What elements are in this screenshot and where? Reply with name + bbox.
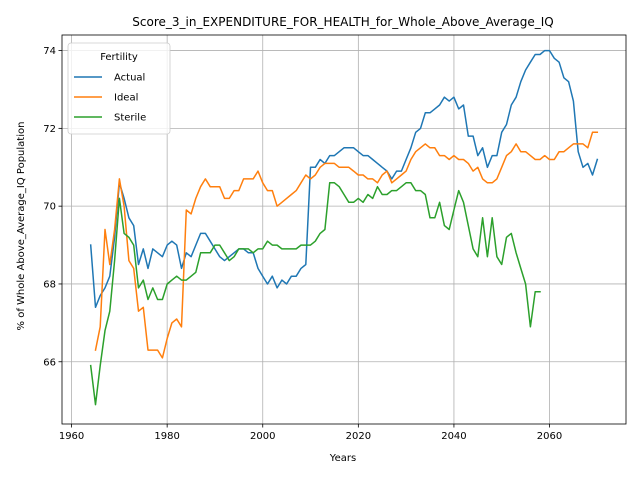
series-line-actual	[89, 49, 599, 309]
legend-label-ideal: Ideal	[114, 93, 138, 104]
legend-title: Fertility	[100, 52, 138, 63]
y-axis: 66 68 70 72 74	[43, 46, 62, 368]
series-line-sterile	[89, 182, 541, 406]
x-tick-label: 2000	[250, 431, 275, 442]
x-tick-label: 2040	[441, 431, 466, 442]
y-tick-label: 68	[43, 279, 56, 290]
plot-frame	[61, 34, 627, 425]
chart-title: Score_3_in_EXPENDITURE_FOR_HEALTH_for_Wh…	[132, 15, 553, 29]
y-tick-label: 74	[43, 46, 56, 57]
y-tick-label: 66	[43, 357, 56, 368]
x-axis-label: Years	[329, 453, 356, 464]
y-tick-label: 72	[43, 124, 56, 135]
x-axis: 1960 1980 2000 2020 2040 2060	[59, 424, 562, 442]
y-axis-label: % of Whole Above_Average_IQ Population	[16, 122, 27, 331]
y-tick-label: 70	[43, 202, 56, 213]
x-tick-label: 1960	[59, 431, 84, 442]
legend-box	[67, 42, 171, 135]
legend-label-actual: Actual	[114, 73, 145, 84]
x-tick-label: 1980	[154, 431, 179, 442]
x-tick-label: 2020	[346, 431, 371, 442]
series-lines	[89, 49, 599, 406]
legend: Fertility Actual Ideal Sterile	[67, 42, 171, 135]
series-line-ideal	[94, 131, 599, 359]
x-tick-label: 2060	[537, 431, 562, 442]
legend-label-sterile: Sterile	[114, 113, 146, 124]
